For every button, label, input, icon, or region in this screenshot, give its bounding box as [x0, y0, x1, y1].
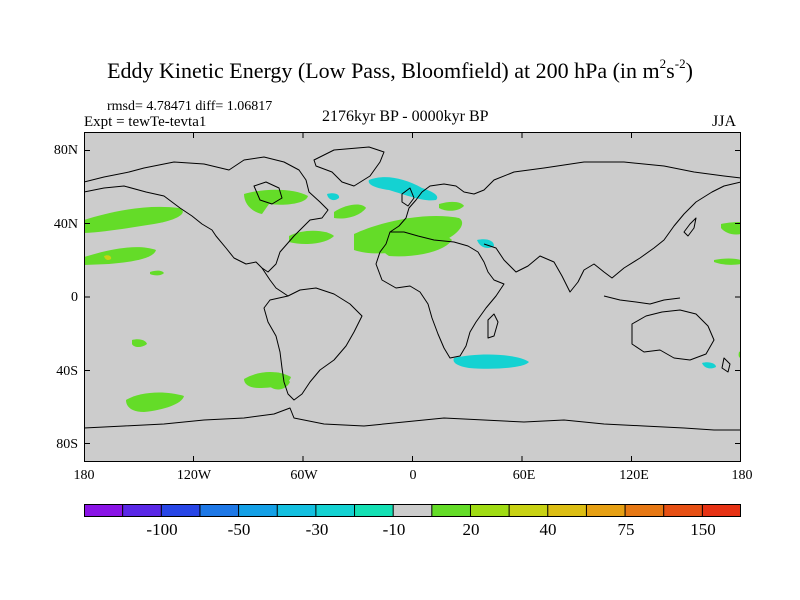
- blob-pacific-small: [150, 270, 164, 276]
- blob-mid-atlantic-small: [327, 193, 340, 201]
- colorbar-label-neg100: -100: [146, 520, 178, 539]
- lat-label-40s: 40S: [56, 364, 78, 379]
- colorbar-swatch: [393, 504, 433, 517]
- diff-value: diff= 1.06817: [195, 99, 273, 114]
- blob-southwest-pacific: [702, 362, 716, 369]
- colorbar-swatch: [238, 504, 278, 517]
- coast-australia: [631, 309, 715, 361]
- blob-north-pacific: [84, 206, 183, 233]
- stats-line: rmsd= 4.78471 diff= 1.06817: [107, 99, 272, 115]
- axis-ticks: [84, 132, 741, 462]
- lat-label-0: 0: [71, 290, 78, 305]
- colorbar-swatch: [315, 504, 356, 517]
- colorbar-label-40: 40: [539, 520, 557, 539]
- colorbar-swatch: [702, 504, 741, 517]
- colorbar-swatch: [663, 504, 703, 517]
- lat-label-80s: 80S: [56, 437, 78, 452]
- coast-greenland: [313, 146, 385, 187]
- colorbar-label-neg10: -10: [382, 520, 406, 539]
- lat-label-80n: 80N: [53, 143, 78, 158]
- coast-antarctica: [84, 407, 741, 431]
- map-background: [84, 132, 741, 462]
- blob-south-pacific: [126, 392, 184, 412]
- blob-yellow-pacific: [104, 255, 112, 260]
- coast-hudson-bay: [253, 181, 283, 205]
- blob-pacific-west-small: [714, 258, 741, 265]
- coast-new-zealand: [721, 357, 731, 373]
- colorbar-label-150: 150: [690, 520, 716, 539]
- blob-south-pacific-small: [132, 339, 147, 347]
- positive-anomaly-regions: [84, 189, 741, 412]
- plot-title: Eddy Kinetic Energy (Low Pass, Bloomfiel…: [107, 55, 693, 83]
- highlight-regions: [104, 255, 112, 260]
- colorbar-swatch: [547, 504, 587, 517]
- lon-label-180e: 180: [731, 468, 753, 483]
- blob-north-africa: [380, 232, 452, 257]
- colorbar-swatch: [199, 504, 240, 517]
- period-label: 2176kyr BP - 0000kyr BP: [322, 108, 489, 125]
- coast-africa: [375, 231, 505, 359]
- colorbar-label-20: 20: [462, 520, 480, 539]
- blob-central-atlantic: [334, 204, 366, 219]
- colorbar-frame: [84, 504, 741, 517]
- experiment-label: Expt = tewTe-tevta1: [84, 114, 207, 130]
- coast-arabia-asia: [483, 181, 741, 293]
- rmsd-value: rmsd= 4.78471: [107, 99, 192, 114]
- colorbar-swatch: [122, 504, 162, 517]
- map-panel: [84, 132, 741, 462]
- colorbar-swatch: [586, 504, 626, 517]
- colorbar-swatch: [431, 504, 471, 517]
- colorbar-swatch: [84, 504, 124, 517]
- lon-label-120w: 120W: [176, 468, 212, 483]
- blob-scandinavia: [439, 201, 464, 211]
- blob-east-pacific: [84, 247, 156, 265]
- colorbar-swatch: [354, 504, 394, 517]
- coast-south-america: [263, 287, 363, 401]
- colorbar-swatch: [277, 504, 317, 517]
- colorbar-label-neg30: -30: [305, 520, 329, 539]
- coast-europe: [389, 161, 741, 233]
- coast-madagascar: [487, 313, 499, 339]
- lon-label-60e: 60E: [512, 468, 536, 483]
- colorbar-label-neg50: -50: [227, 520, 251, 539]
- coast-central-america: [261, 267, 289, 297]
- lon-label-60w: 60W: [290, 468, 318, 483]
- colorbar-swatch: [161, 504, 201, 517]
- coast-japan: [683, 217, 697, 237]
- blob-south-indian: [453, 354, 529, 369]
- coast-uk: [401, 187, 415, 207]
- colorbar-swatch: [470, 504, 510, 517]
- colorbar-swatch: [509, 504, 549, 517]
- season-label: JJA: [712, 113, 737, 130]
- blob-north-america-east: [289, 230, 334, 244]
- lon-label-180w: 180: [73, 468, 95, 483]
- lon-label-0: 0: [409, 468, 417, 483]
- blob-pacific-east: [721, 222, 741, 235]
- colorbar-label-75: 75: [617, 520, 635, 539]
- coast-indonesia: [603, 295, 681, 305]
- colorbar-swatch: [625, 504, 665, 517]
- lat-label-40n: 40N: [53, 217, 78, 232]
- coast-north-america: [84, 156, 329, 273]
- coastlines: [84, 146, 741, 431]
- colorbar: [84, 504, 741, 517]
- lon-label-120e: 120E: [619, 468, 649, 483]
